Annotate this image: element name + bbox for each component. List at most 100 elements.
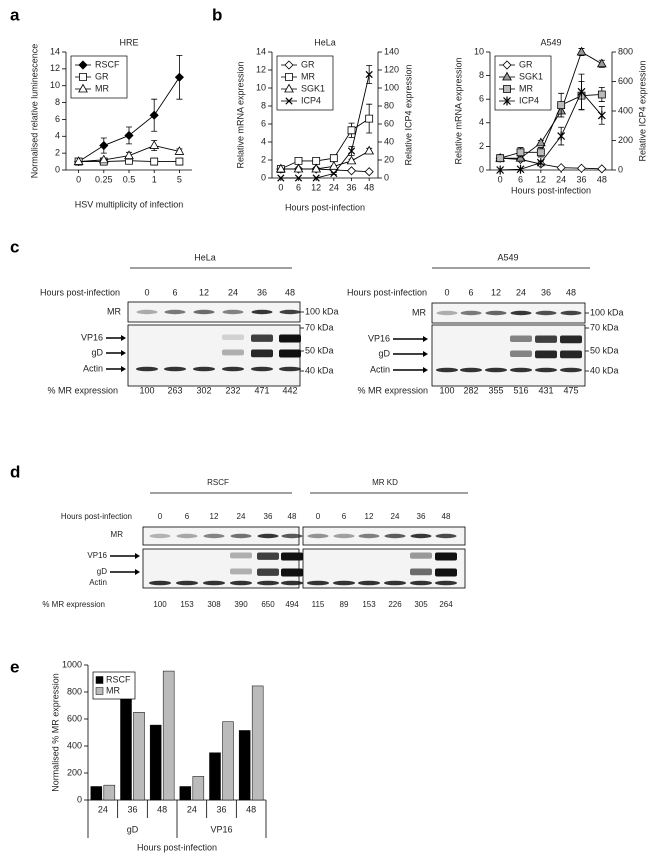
y2-tick-label: 120 — [384, 64, 399, 74]
arrow — [106, 366, 126, 372]
actin-band — [257, 580, 279, 586]
y-tick-label: 4 — [55, 131, 60, 141]
bar — [90, 786, 103, 801]
marker — [99, 140, 109, 151]
actin-band — [279, 366, 301, 372]
expression-label: % MR expression — [357, 385, 428, 395]
marker — [285, 97, 293, 105]
time-point: 12 — [365, 512, 374, 521]
size-marker: 50 kDa — [305, 345, 334, 355]
x-tick-label: 0 — [76, 174, 81, 184]
arrow — [110, 553, 140, 559]
y-tick-label: 800 — [67, 686, 82, 696]
expression-value: 100 — [439, 385, 454, 395]
x-tick-label: 5 — [177, 174, 182, 184]
y-tick-label: 6 — [261, 118, 266, 128]
marker — [78, 83, 88, 93]
band — [510, 350, 532, 357]
expression-value: 100 — [139, 385, 154, 395]
blot-membrane — [127, 324, 301, 387]
actin-band — [333, 580, 355, 586]
marker — [496, 154, 505, 163]
marker — [312, 174, 320, 182]
x-tick-label: 24 — [329, 182, 339, 192]
actin-band — [384, 580, 406, 586]
legend-label: MR — [106, 685, 120, 695]
panel-label: d — [10, 462, 20, 481]
y-tick-label: 200 — [67, 767, 82, 777]
row-label: gD — [378, 348, 390, 358]
y-tick-label: 2 — [55, 148, 60, 158]
marker — [284, 60, 294, 70]
y-tick-label: 12 — [256, 64, 266, 74]
y-tick-label: 14 — [50, 46, 60, 56]
expression-label: % MR expression — [42, 600, 105, 609]
y-tick-label: 2 — [479, 141, 484, 151]
legend-label: GR — [95, 71, 109, 81]
actin-band — [460, 367, 482, 373]
size-marker: 70 kDa — [305, 322, 334, 332]
expression-value: 308 — [207, 600, 221, 609]
time-point: 36 — [257, 287, 267, 297]
marker — [346, 155, 357, 165]
size-marker: 100 kDa — [590, 307, 624, 317]
expression-value: 355 — [488, 385, 503, 395]
marker — [496, 165, 505, 175]
actin-band — [251, 366, 273, 372]
size-marker: 50 kDa — [590, 345, 619, 355]
actin-band — [485, 367, 507, 373]
panel-label: c — [10, 237, 19, 256]
marker — [73, 156, 84, 165]
marker — [149, 140, 160, 149]
marker — [328, 160, 339, 170]
marker — [284, 83, 294, 93]
actin-band — [510, 367, 532, 373]
actin-band — [230, 580, 252, 586]
marker — [78, 60, 88, 70]
mr-band — [560, 310, 582, 316]
row-label: VP16 — [81, 332, 103, 342]
y2-tick-label: 100 — [384, 82, 399, 92]
x-tick-label: 24 — [556, 174, 566, 184]
expression-value: 442 — [282, 385, 297, 395]
panel-label: a — [10, 5, 20, 24]
marker — [536, 158, 545, 168]
marker — [515, 152, 526, 162]
time-point: 0 — [444, 287, 449, 297]
mr-band — [436, 310, 458, 316]
legend-label: MR — [519, 83, 533, 93]
marker — [597, 110, 606, 120]
mr-band — [358, 533, 380, 539]
marker — [577, 87, 586, 97]
x-axis-label: Hours post-infection — [285, 202, 365, 212]
x-tick-label: 0 — [498, 174, 503, 184]
mr-band — [279, 309, 301, 315]
x-tick-label: 1 — [152, 174, 157, 184]
actin-band — [410, 580, 432, 586]
band — [257, 552, 279, 560]
row-label: gD — [91, 347, 103, 357]
marker — [124, 130, 134, 141]
y2-tick-label: 0 — [618, 164, 623, 174]
time-point: 6 — [468, 287, 473, 297]
time-point: 24 — [228, 287, 238, 297]
y-tick-label: 8 — [261, 100, 266, 110]
x-tick-label: 36 — [127, 804, 137, 814]
legend-label: MR — [95, 83, 109, 93]
marker — [597, 90, 606, 99]
y-tick-label: 6 — [55, 114, 60, 124]
legend-swatch — [95, 676, 104, 684]
y-tick-label: 600 — [67, 713, 82, 723]
band — [535, 350, 557, 359]
blot-title: A549 — [497, 252, 518, 262]
group-label: gD — [127, 824, 139, 834]
y-tick-label: 0 — [55, 164, 60, 174]
size-marker: 40 kDa — [590, 365, 619, 375]
legend-label: ICP4 — [519, 95, 539, 105]
marker — [312, 157, 321, 165]
marker — [516, 164, 525, 174]
mr-band — [176, 533, 198, 539]
size-marker: 100 kDa — [305, 306, 339, 316]
